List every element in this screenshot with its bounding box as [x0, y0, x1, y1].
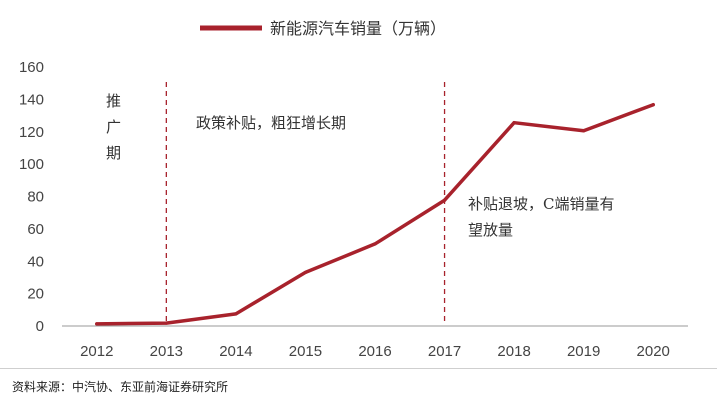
footer-divider [0, 368, 717, 369]
y-tick-label: 20 [27, 286, 44, 303]
chart-legend: 新能源汽车销量（万辆） [200, 19, 446, 38]
series-line [95, 102, 655, 326]
data-point [373, 242, 377, 246]
y-tick-label: 60 [27, 221, 44, 238]
y-tick-label: 160 [19, 59, 44, 76]
annotation-phase2: 政策补贴，粗狂增长期 [196, 114, 346, 132]
y-tick-label: 100 [19, 156, 44, 173]
x-tick-label: 2012 [80, 343, 113, 360]
x-tick-label: 2014 [219, 343, 252, 360]
data-point [303, 270, 308, 275]
legend-label: 新能源汽车销量（万辆） [270, 19, 446, 38]
phase-annotations: 推 广 期 政策补贴，粗狂增长期 补贴退坡，C端销量有 望放量 [106, 92, 614, 239]
data-point [512, 121, 516, 125]
y-axis: 0 20 40 60 80 100 120 140 160 [19, 59, 44, 335]
annotation-phase1-char: 推 [106, 92, 121, 110]
data-point [164, 321, 168, 325]
data-point [95, 322, 99, 326]
data-point [582, 129, 586, 133]
y-tick-label: 40 [27, 253, 44, 270]
x-tick-label: 2015 [289, 343, 322, 360]
x-tick-label: 2020 [637, 343, 670, 360]
x-tick-label: 2017 [428, 343, 461, 360]
source-note: 资料来源：中汽协、东亚前海证券研究所 [12, 380, 229, 394]
y-tick-label: 0 [36, 318, 44, 335]
x-tick-label: 2016 [358, 343, 391, 360]
y-tick-label: 120 [19, 124, 44, 141]
data-point [651, 103, 655, 107]
y-tick-label: 80 [27, 189, 44, 206]
y-tick-label: 140 [19, 91, 44, 108]
series-layer [95, 102, 655, 326]
annotation-phase1-char: 广 [106, 118, 121, 136]
x-tick-label: 2018 [497, 343, 530, 360]
x-tick-label: 2019 [567, 343, 600, 360]
x-tick-label: 2013 [150, 343, 183, 360]
data-point [234, 312, 238, 316]
phase-divider-lines [165, 82, 446, 324]
annotation-phase3-line1: 补贴退坡，C端销量有 [468, 195, 614, 213]
annotation-phase1-char: 期 [106, 144, 121, 162]
data-point [442, 198, 447, 202]
annotation-phase3-line2: 望放量 [468, 221, 513, 239]
x-axis: 2012 2013 2014 2015 2016 2017 2018 2019 2020 [80, 343, 670, 360]
